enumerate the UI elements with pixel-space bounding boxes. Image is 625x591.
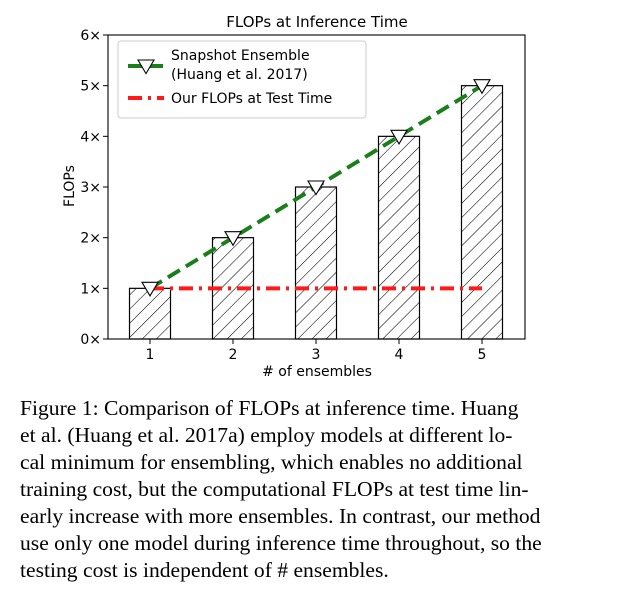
x-tick-label: 4: [395, 347, 404, 363]
figure-caption: Figure 1: Comparison of FLOPs at inferen…: [20, 395, 608, 584]
bar: [294, 186, 338, 340]
x-tick-label: 5: [478, 347, 487, 363]
caption-line: et al. (Huang et al. 2017a) employ model…: [20, 423, 513, 447]
bar: [377, 135, 421, 340]
caption-line: testing cost is independent of # ensembl…: [20, 558, 389, 582]
caption-line: use only one model during inference time…: [20, 531, 542, 555]
x-axis-label: # of ensembles: [262, 364, 372, 380]
caption-line: training cost, but the computational FLO…: [20, 477, 529, 501]
series-marker: [141, 281, 159, 298]
chart-title: FLOPs at Inference Time: [226, 13, 407, 31]
y-axis-label: FLOPs: [62, 165, 78, 207]
y-tick-label: 1×: [80, 281, 101, 297]
legend-label: Snapshot Ensemble: [171, 48, 310, 64]
series-marker: [473, 79, 491, 95]
y-tick-label: 4×: [80, 129, 101, 145]
series-marker: [390, 129, 408, 146]
x-tick-label: 1: [146, 347, 155, 363]
bar: [460, 85, 504, 340]
x-tick-label: 2: [229, 347, 238, 363]
caption-line: Figure 1: Comparison of FLOPs at inferen…: [20, 396, 519, 420]
legend-box: [117, 40, 367, 119]
y-tick-label: 3×: [80, 180, 101, 196]
legend-label: Our FLOPs at Test Time: [171, 91, 332, 107]
y-tick-label: 6×: [80, 28, 101, 44]
x-tick-label: 3: [312, 347, 321, 363]
caption-line: cal minimum for ensembling, which enable…: [20, 450, 523, 474]
y-tick-label: 5×: [80, 79, 101, 95]
caption-line: early increase with more ensembles. In c…: [20, 504, 541, 528]
y-tick-label: 2×: [80, 231, 101, 247]
series-marker: [224, 231, 242, 247]
y-tick-label: 0×: [80, 332, 101, 348]
legend-marker: [137, 59, 155, 75]
series-marker: [307, 180, 325, 196]
legend-label: (Huang et al. 2017): [171, 67, 308, 83]
chart: FLOPs at Inference Time FLOPs # of ensem…: [62, 13, 526, 380]
legend: Snapshot Ensemble (Huang et al. 2017) Our …: [117, 40, 367, 119]
